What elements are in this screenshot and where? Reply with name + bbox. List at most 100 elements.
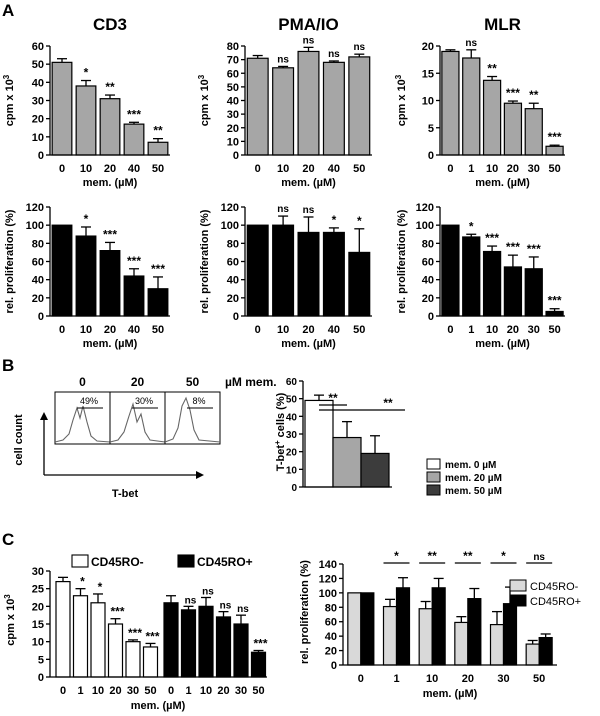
- bar: [107, 623, 124, 678]
- x-tick-label: 30: [127, 685, 139, 697]
- y-tick-label: 60: [286, 377, 298, 388]
- bar: [360, 452, 390, 488]
- histogram-frame: [54, 391, 111, 445]
- y-tick-label: 40: [32, 77, 44, 89]
- significance-label: ns: [303, 35, 315, 46]
- y-tick-label: 120: [26, 202, 44, 214]
- x-tick-label: 40: [328, 163, 340, 175]
- histogram-curve: [164, 396, 221, 443]
- dose-label: 0: [79, 375, 86, 389]
- y-axis-label: rel. proliferation (%): [199, 209, 211, 313]
- x-tick-label: 20: [462, 673, 474, 685]
- y-axis-label: rel. proliferation (%): [299, 560, 311, 664]
- bar: [198, 605, 214, 678]
- bar: [395, 587, 411, 666]
- y-tick-label: 80: [422, 238, 434, 250]
- y-tick-label: 60: [325, 617, 337, 629]
- x-tick-label: 10: [200, 685, 212, 697]
- bar: [467, 598, 482, 666]
- significance-label: ns: [220, 601, 232, 612]
- significance-label: **: [463, 549, 473, 563]
- bar: [441, 224, 460, 317]
- legend-swatch: [426, 458, 441, 470]
- x-tick-label: 20: [217, 685, 229, 697]
- y-tick-label: 20: [32, 114, 44, 126]
- bar: [545, 310, 564, 317]
- bar: [55, 580, 71, 678]
- bar: [51, 224, 73, 317]
- y-tick-label: 60: [422, 257, 434, 269]
- panel-label-b: B: [2, 356, 14, 375]
- y-tick-label: 60: [32, 41, 44, 53]
- significance-label: **: [153, 124, 163, 138]
- panel-label-a: A: [2, 1, 14, 20]
- x-tick-label: 1: [185, 685, 191, 697]
- significance-label: *: [80, 575, 85, 589]
- x-tick-label: 50: [548, 324, 560, 336]
- x-tick-label: 50: [353, 324, 365, 336]
- significance-label: ***: [110, 605, 124, 619]
- significance-label: *: [84, 66, 89, 80]
- significance-label: **: [328, 391, 338, 405]
- gate-percent: 30%: [135, 396, 153, 406]
- y-tick-label: 0: [428, 150, 434, 162]
- x-tick-label: 0: [59, 163, 65, 175]
- bar: [524, 268, 543, 317]
- x-tick-label: 50: [252, 685, 264, 697]
- significance-label: ns: [237, 604, 249, 615]
- significance-label: ***: [103, 227, 117, 241]
- x-tick-label: 50: [548, 163, 560, 175]
- significance-label: *: [84, 212, 89, 226]
- x-tick-label: 30: [497, 673, 509, 685]
- significance-label: ns: [185, 595, 197, 606]
- x-tick-label: 20: [109, 685, 121, 697]
- y-tick-label: 100: [26, 220, 44, 232]
- x-axis-label: mem. (µM): [423, 688, 478, 700]
- y-tick-label: 30: [227, 109, 239, 121]
- y-axis-label: cpm x 103: [394, 74, 409, 126]
- x-tick-label: 40: [328, 324, 340, 336]
- x-tick-label: 50: [533, 673, 545, 685]
- x-tick-label: 0: [255, 163, 261, 175]
- bar: [297, 231, 320, 317]
- y-tick-label: 50: [227, 82, 239, 94]
- bar: [272, 224, 295, 317]
- significance-label: ***: [548, 130, 562, 144]
- bar: [90, 602, 106, 678]
- x-tick-label: 10: [92, 685, 104, 697]
- y-tick-label: 10: [32, 637, 44, 649]
- y-tick-label: 80: [227, 41, 239, 53]
- x-axis-label: mem. (µM): [475, 177, 530, 189]
- gate-percent: 49%: [80, 396, 98, 406]
- y-tick-label: 40: [227, 275, 239, 287]
- x-axis-label: mem. (µM): [83, 177, 138, 189]
- bar: [348, 56, 371, 156]
- significance-label: *: [501, 549, 506, 563]
- y-tick-label: 0: [233, 150, 239, 162]
- y-axis-label: cpm x 103: [197, 74, 212, 126]
- significance-label: ***: [548, 294, 562, 308]
- y-tick-label: 100: [416, 220, 434, 232]
- bar: [348, 251, 371, 317]
- x-tick-label: 40: [128, 324, 140, 336]
- y-tick-label: 50: [32, 59, 44, 71]
- bar: [99, 98, 121, 156]
- y-tick-label: 5: [428, 123, 434, 135]
- significance-label: ***: [527, 242, 541, 256]
- legend-label: CD45RO+: [197, 555, 253, 569]
- bar: [503, 102, 523, 156]
- significance-label: *: [98, 580, 103, 594]
- x-axis-label: mem. (µM): [281, 177, 336, 189]
- significance-label: **: [529, 88, 539, 102]
- y-tick-label: 15: [422, 68, 434, 80]
- x-tick-label: 30: [235, 685, 247, 697]
- bar: [123, 123, 145, 156]
- x-tick-label: 10: [80, 163, 92, 175]
- y-tick-label: 40: [422, 275, 434, 287]
- significance-label: **: [487, 62, 497, 76]
- y-tick-label: 10: [32, 132, 44, 144]
- bar: [147, 288, 169, 317]
- y-tick-label: 100: [221, 220, 239, 232]
- bar: [147, 141, 169, 156]
- legend-swatch: [426, 484, 441, 496]
